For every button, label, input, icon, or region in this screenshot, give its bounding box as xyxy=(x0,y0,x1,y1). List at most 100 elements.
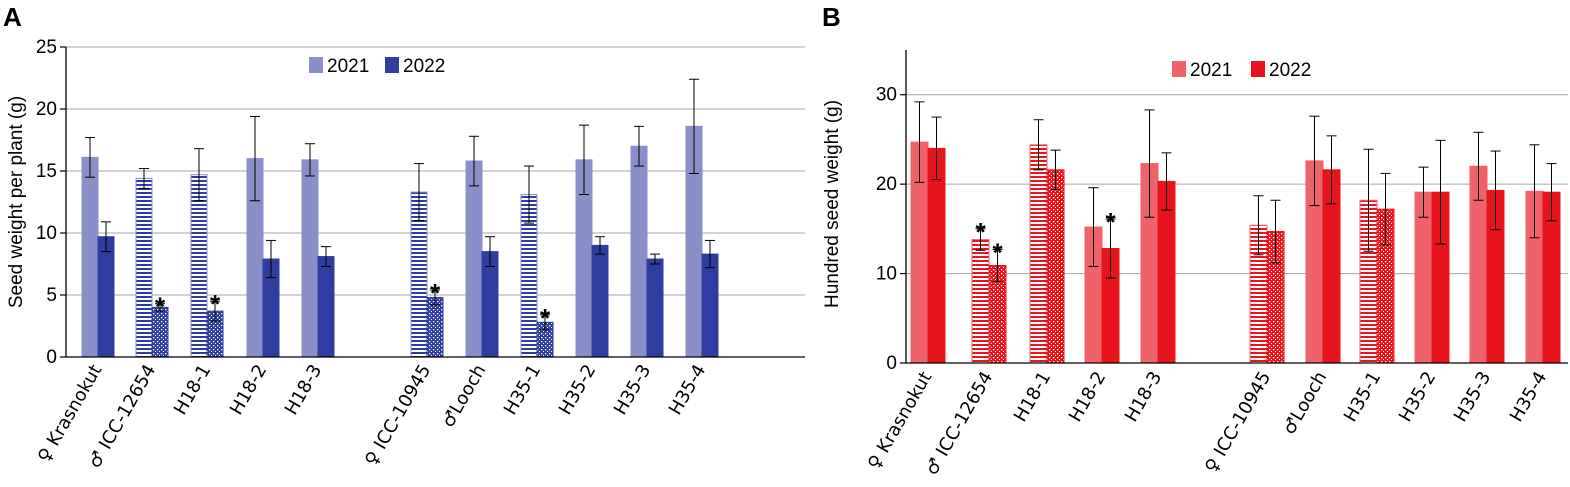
error-bar-2022-h35-1 xyxy=(540,314,550,331)
category-label-h35-4: H35-4 xyxy=(1506,368,1551,426)
y-tick-label-0: 0 xyxy=(886,353,897,374)
error-bar-2021-looch xyxy=(469,135,479,187)
panel-a-bars xyxy=(81,78,719,358)
error-bar-2021-icc-12654 xyxy=(139,168,149,189)
legend-swatch-2022 xyxy=(1251,61,1265,77)
bar-2021-krasnokut xyxy=(81,156,99,358)
category-label-h35-3: H35-3 xyxy=(1450,368,1495,426)
panel-b-annotations: *** xyxy=(975,207,1116,267)
error-bar-2022-icc-10945 xyxy=(1270,199,1281,264)
bar-2021-icc-12654 xyxy=(135,177,153,358)
category-label-h18-3: H18-3 xyxy=(281,361,326,419)
bar-2022-h18-3 xyxy=(317,256,335,358)
error-bar-2022-h35-4 xyxy=(705,239,715,269)
error-bar-2022-h35-3 xyxy=(650,253,660,265)
error-bar-2022-h35-3 xyxy=(1490,150,1501,231)
bar-2021-h18-3 xyxy=(301,159,319,358)
error-bar-2021-icc-12654 xyxy=(975,228,986,251)
error-bar-2021-h18-3 xyxy=(1144,109,1155,218)
panel-b-y-ticks: 0 10 20 30 xyxy=(876,85,906,374)
legend-label-2022: 2022 xyxy=(1269,60,1311,81)
y-tick-label-5: 5 xyxy=(46,285,57,306)
bar-2022-looch xyxy=(481,251,499,358)
bar-2021-h18-1 xyxy=(1029,144,1048,364)
error-bar-2021-icc-10945 xyxy=(414,163,424,222)
legend-label-2021: 2021 xyxy=(327,56,369,77)
significance-star-2022-h18-1: * xyxy=(210,289,221,319)
significance-star-2021-icc-12654: * xyxy=(975,217,986,247)
error-bar-2021-krasnokut xyxy=(85,137,95,178)
legend-label-2021: 2021 xyxy=(1190,60,1232,81)
error-bar-2022-icc-10945 xyxy=(430,289,440,306)
error-bar-2021-icc-10945 xyxy=(1253,195,1264,256)
error-bar-2022-h18-3 xyxy=(1161,152,1172,211)
category-label-h35-2: H35-2 xyxy=(1395,368,1440,426)
legend-swatch-2021 xyxy=(309,57,323,73)
error-bar-2022-icc-12654 xyxy=(992,248,1003,283)
panel-a-category-labels: ♀ Krasnokut♂ ICC-12654 H18-1 H18-2 H18-3 ♀ I… xyxy=(34,361,711,472)
panel-letter-a: A xyxy=(3,2,22,32)
panel-a-annotations: * * * * xyxy=(155,278,551,333)
y-tick-label-0: 0 xyxy=(46,347,57,368)
panel-a-y-axis-title: Seed weight per plant (g) xyxy=(6,96,27,308)
panel-b-bars xyxy=(910,101,1561,364)
panel-b-gridlines xyxy=(906,94,1568,275)
category-label-h35-1: H35-1 xyxy=(500,361,545,419)
y-tick-label-30: 30 xyxy=(876,85,897,106)
error-bar-2021-h35-3 xyxy=(634,125,644,167)
error-bar-2022-h35-4 xyxy=(1546,163,1557,222)
error-bar-2022-looch xyxy=(485,236,495,267)
bar-2021-h35-3 xyxy=(630,145,648,358)
bar-2021-h18-1 xyxy=(190,174,208,358)
panel-a-axes xyxy=(65,47,805,358)
y-tick-label-15: 15 xyxy=(36,161,57,182)
category-label-h35-2: H35-2 xyxy=(555,361,600,419)
y-tick-label-20: 20 xyxy=(36,99,57,120)
error-bar-2021-h35-2 xyxy=(1418,166,1429,218)
error-bar-2021-krasnokut xyxy=(914,101,925,183)
bar-2022-h35-4 xyxy=(701,253,719,358)
error-bar-2021-h35-2 xyxy=(579,124,589,196)
error-bar-2022-h35-2 xyxy=(595,236,605,255)
error-bar-2021-h35-1 xyxy=(1363,148,1374,252)
category-label-icc-10945: ♀ ICC-10945 xyxy=(361,361,436,469)
category-label-looch: ♂Looch xyxy=(438,361,491,431)
category-label-h18-3: H18-3 xyxy=(1121,368,1166,426)
category-label-h18-2: H18-2 xyxy=(1065,368,1110,426)
error-bar-2022-h18-1 xyxy=(1050,149,1061,191)
bar-2021-icc-12654 xyxy=(971,239,990,364)
panel-b-y-axis-title: Hundred seed weight (g) xyxy=(822,100,843,308)
bar-2022-krasnokut xyxy=(927,147,946,364)
panel-letter-b: B xyxy=(822,2,841,32)
panel-a-gridlines xyxy=(66,46,805,296)
legend-label-2022: 2022 xyxy=(403,56,445,77)
significance-star-2022-h35-1: * xyxy=(540,303,551,333)
error-bar-2021-h35-4 xyxy=(689,78,699,174)
category-label-icc-10945: ♀ ICC-10945 xyxy=(1201,368,1276,476)
error-bar-2022-h35-2 xyxy=(1435,139,1446,245)
error-bar-2021-h35-1 xyxy=(524,165,534,224)
error-bar-2022-icc-12654 xyxy=(155,303,165,312)
bar-2022-krasnokut xyxy=(97,236,115,358)
error-bar-2022-h18-1 xyxy=(210,300,220,322)
panel-a: A 0 5 10 15 20 25 ♀ Krasnokut♂ ICC-12654 H18-1… xyxy=(3,2,805,472)
error-bar-2021-h18-3 xyxy=(305,143,315,177)
error-bar-2022-h35-1 xyxy=(1380,172,1391,246)
y-tick-label-10: 10 xyxy=(876,264,897,285)
error-bar-2022-krasnokut xyxy=(931,116,942,181)
category-label-h18-1: H18-1 xyxy=(170,361,215,419)
panel-a-y-ticks: 0 5 10 15 20 25 xyxy=(36,37,66,368)
panel-b-category-labels: ♀ Krasnokut♂ ICC-12654 H18-1 H18-2 H18-3 ♀ I… xyxy=(864,368,1552,479)
bar-2022-h35-3 xyxy=(646,258,664,358)
error-bar-2022-krasnokut xyxy=(101,221,111,253)
category-label-h18-2: H18-2 xyxy=(226,361,271,419)
panel-b-axes xyxy=(905,50,1568,364)
bar-2022-h35-2 xyxy=(591,244,609,358)
category-label-krasnokut: ♀ Krasnokut xyxy=(864,368,937,473)
panel-b-legend: 2021 2022 xyxy=(1172,60,1311,81)
significance-star-2022-h18-2: * xyxy=(1105,207,1116,237)
error-bar-2022-h18-2 xyxy=(266,239,276,279)
category-label-h35-3: H35-3 xyxy=(610,361,655,419)
panel-a-legend: 2021 2022 xyxy=(309,56,445,77)
significance-star-2022-icc-12654: * xyxy=(992,237,1003,267)
